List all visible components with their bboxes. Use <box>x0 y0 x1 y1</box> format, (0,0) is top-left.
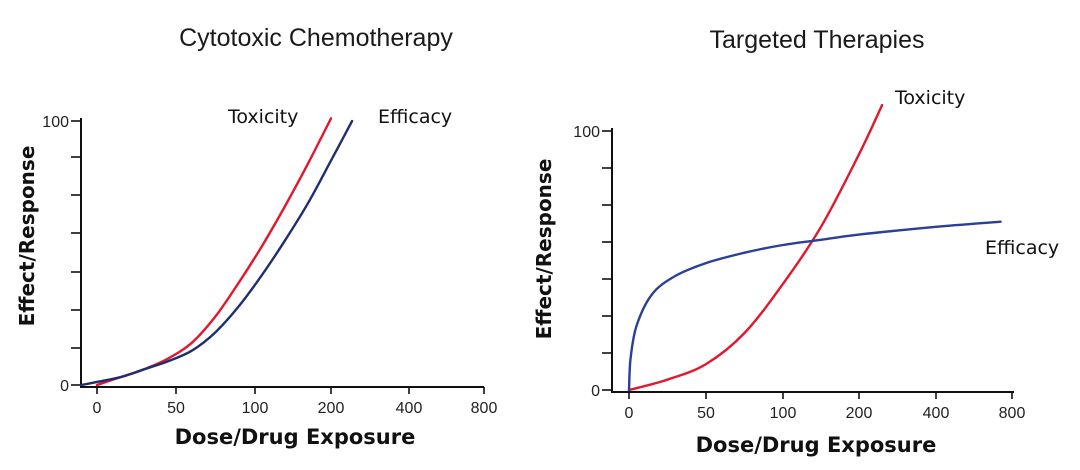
chart-targeted: Targeted Therapies Effect/Response Dose/… <box>532 26 1059 457</box>
y-tick-label: 0 <box>60 378 69 395</box>
chart-title: Targeted Therapies <box>710 26 925 54</box>
x-tick-label: 800 <box>471 400 498 417</box>
x-tick-label: 400 <box>923 405 950 422</box>
toxicity-curve <box>95 117 333 387</box>
y-tick-label: 100 <box>42 114 69 131</box>
x-tick-label: 200 <box>318 400 345 417</box>
efficacy-label: Efficacy <box>985 237 1059 259</box>
x-tick-label: 50 <box>697 405 715 422</box>
chart-cytotoxic: Cytotoxic Chemotherapy Effect/Response D… <box>15 24 497 449</box>
toxicity-curve <box>627 103 884 392</box>
toxicity-label: Toxicity <box>227 106 298 128</box>
x-tick-label: 0 <box>93 400 102 417</box>
chart-title: Cytotoxic Chemotherapy <box>179 24 453 52</box>
y-tick-label: 0 <box>591 383 600 400</box>
x-axis-label: Dose/Drug Exposure <box>175 425 416 449</box>
x-tick-label: 800 <box>999 405 1026 422</box>
axes: 0 100 0 50 100 200 400 800 <box>573 103 1026 422</box>
y-axis-label: Effect/Response <box>15 146 39 327</box>
x-axis-label: Dose/Drug Exposure <box>696 433 937 457</box>
y-axis-label: Effect/Response <box>532 159 556 340</box>
efficacy-curve <box>80 119 354 387</box>
x-tick-label: 0 <box>625 405 634 422</box>
x-tick-label: 200 <box>846 405 873 422</box>
y-tick-label: 100 <box>573 124 600 141</box>
toxicity-label: Toxicity <box>894 87 965 109</box>
x-tick-label: 400 <box>396 400 423 417</box>
axes: 0 100 0 50 100 200 400 800 <box>42 114 497 417</box>
x-tick-label: 100 <box>770 405 797 422</box>
efficacy-curve <box>627 220 1002 392</box>
efficacy-label: Efficacy <box>378 106 452 128</box>
x-tick-label: 100 <box>242 400 269 417</box>
x-tick-label: 50 <box>167 400 185 417</box>
